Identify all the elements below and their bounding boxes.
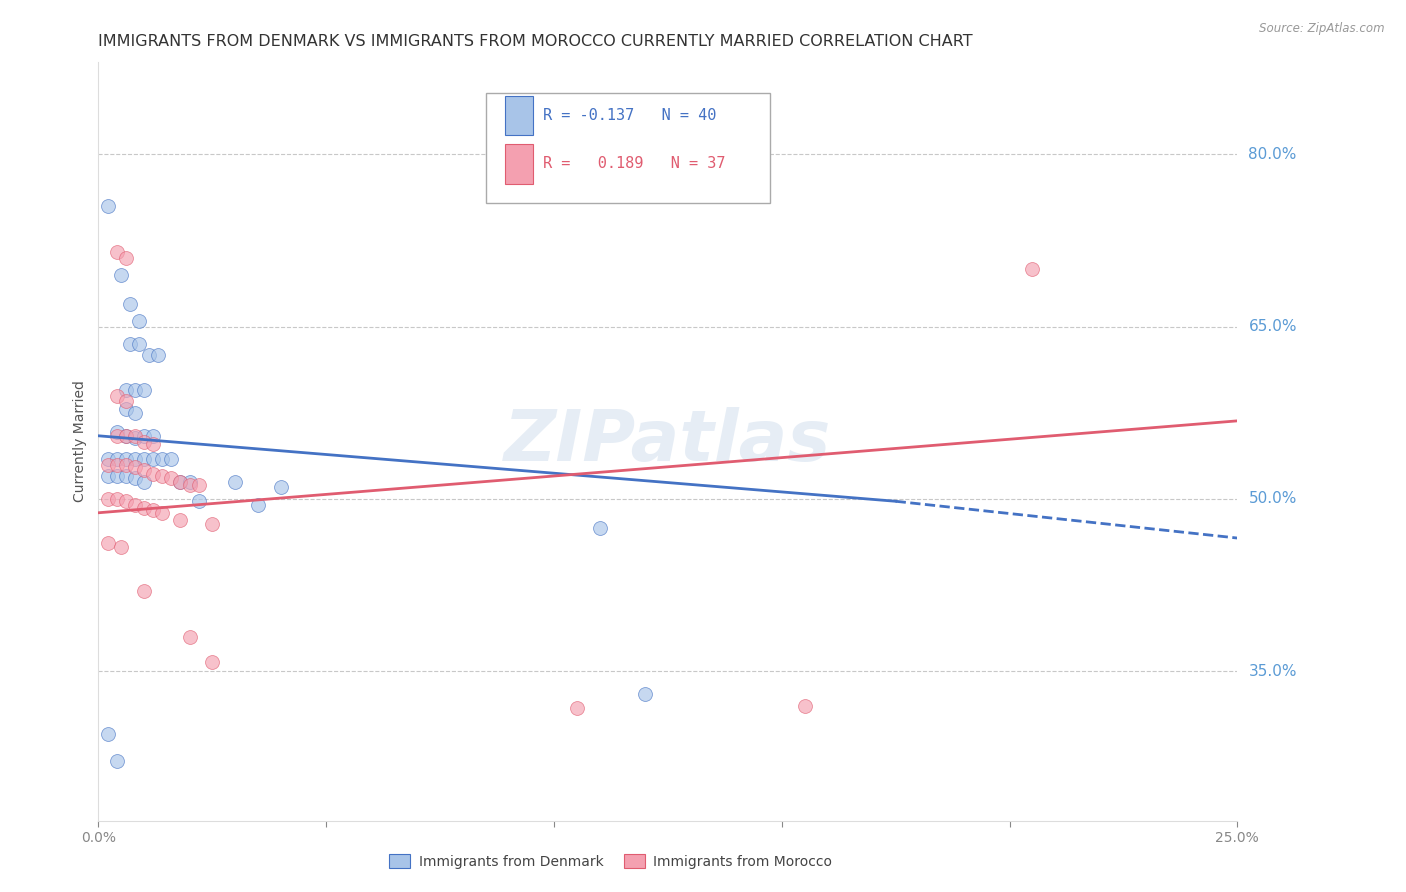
- Point: [150, 469, 173, 483]
- Text: 65.0%: 65.0%: [1249, 319, 1296, 334]
- Point: [142, 429, 165, 443]
- Point: [124, 459, 146, 474]
- Point: [105, 491, 128, 506]
- Point: [246, 498, 269, 512]
- Point: [270, 481, 292, 495]
- Point: [96, 199, 118, 213]
- Point: [142, 437, 165, 451]
- Point: [132, 501, 155, 516]
- Point: [128, 337, 150, 351]
- Point: [565, 701, 588, 715]
- Text: IMMIGRANTS FROM DENMARK VS IMMIGRANTS FROM MOROCCO CURRENTLY MARRIED CORRELATION: IMMIGRANTS FROM DENMARK VS IMMIGRANTS FR…: [98, 34, 973, 49]
- Point: [169, 513, 191, 527]
- Point: [110, 540, 132, 554]
- Point: [138, 348, 160, 362]
- Point: [179, 630, 201, 644]
- FancyBboxPatch shape: [505, 145, 533, 184]
- FancyBboxPatch shape: [485, 93, 770, 202]
- Legend: Immigrants from Denmark, Immigrants from Morocco: Immigrants from Denmark, Immigrants from…: [384, 848, 838, 874]
- Point: [132, 429, 155, 443]
- Point: [105, 244, 128, 259]
- Point: [110, 268, 132, 282]
- Point: [124, 498, 146, 512]
- Point: [142, 503, 165, 517]
- Point: [96, 491, 118, 506]
- Point: [150, 506, 173, 520]
- Point: [132, 463, 155, 477]
- Point: [142, 451, 165, 466]
- Point: [114, 394, 136, 409]
- Point: [114, 402, 136, 417]
- Point: [201, 517, 224, 532]
- Point: [793, 698, 815, 713]
- Point: [187, 494, 209, 508]
- Y-axis label: Currently Married: Currently Married: [73, 381, 87, 502]
- Point: [588, 521, 610, 535]
- Text: R =   0.189   N = 37: R = 0.189 N = 37: [543, 156, 725, 171]
- Text: 80.0%: 80.0%: [1249, 147, 1296, 161]
- Point: [169, 475, 191, 489]
- Point: [114, 451, 136, 466]
- Point: [114, 429, 136, 443]
- Text: 50.0%: 50.0%: [1249, 491, 1296, 507]
- Point: [132, 583, 155, 598]
- Point: [201, 655, 224, 669]
- Point: [124, 429, 146, 443]
- Point: [124, 383, 146, 397]
- Point: [132, 434, 155, 449]
- Point: [132, 383, 155, 397]
- Point: [105, 458, 128, 472]
- Point: [105, 469, 128, 483]
- Point: [634, 687, 657, 701]
- Point: [132, 475, 155, 489]
- Text: R = -0.137   N = 40: R = -0.137 N = 40: [543, 108, 716, 123]
- Point: [114, 251, 136, 265]
- Point: [96, 535, 118, 549]
- Text: ZIPatlas: ZIPatlas: [505, 407, 831, 476]
- Point: [132, 451, 155, 466]
- Point: [124, 406, 146, 420]
- Point: [124, 431, 146, 445]
- Point: [160, 471, 183, 485]
- Point: [105, 429, 128, 443]
- Point: [179, 478, 201, 492]
- FancyBboxPatch shape: [505, 96, 533, 136]
- Point: [105, 754, 128, 768]
- Point: [96, 469, 118, 483]
- Text: Source: ZipAtlas.com: Source: ZipAtlas.com: [1260, 22, 1385, 36]
- Point: [105, 388, 128, 402]
- Point: [1021, 262, 1043, 277]
- Point: [146, 348, 169, 362]
- Point: [96, 458, 118, 472]
- Point: [120, 296, 142, 310]
- Point: [124, 451, 146, 466]
- Point: [128, 314, 150, 328]
- Point: [160, 451, 183, 466]
- Text: 35.0%: 35.0%: [1249, 664, 1296, 679]
- Point: [120, 337, 142, 351]
- Point: [114, 469, 136, 483]
- Point: [179, 475, 201, 489]
- Point: [142, 467, 165, 481]
- Point: [124, 471, 146, 485]
- Point: [114, 458, 136, 472]
- Point: [114, 429, 136, 443]
- Point: [150, 451, 173, 466]
- Point: [105, 425, 128, 440]
- Point: [96, 727, 118, 741]
- Point: [96, 451, 118, 466]
- Point: [187, 478, 209, 492]
- Point: [105, 451, 128, 466]
- Point: [114, 494, 136, 508]
- Point: [224, 475, 246, 489]
- Point: [114, 383, 136, 397]
- Point: [169, 475, 191, 489]
